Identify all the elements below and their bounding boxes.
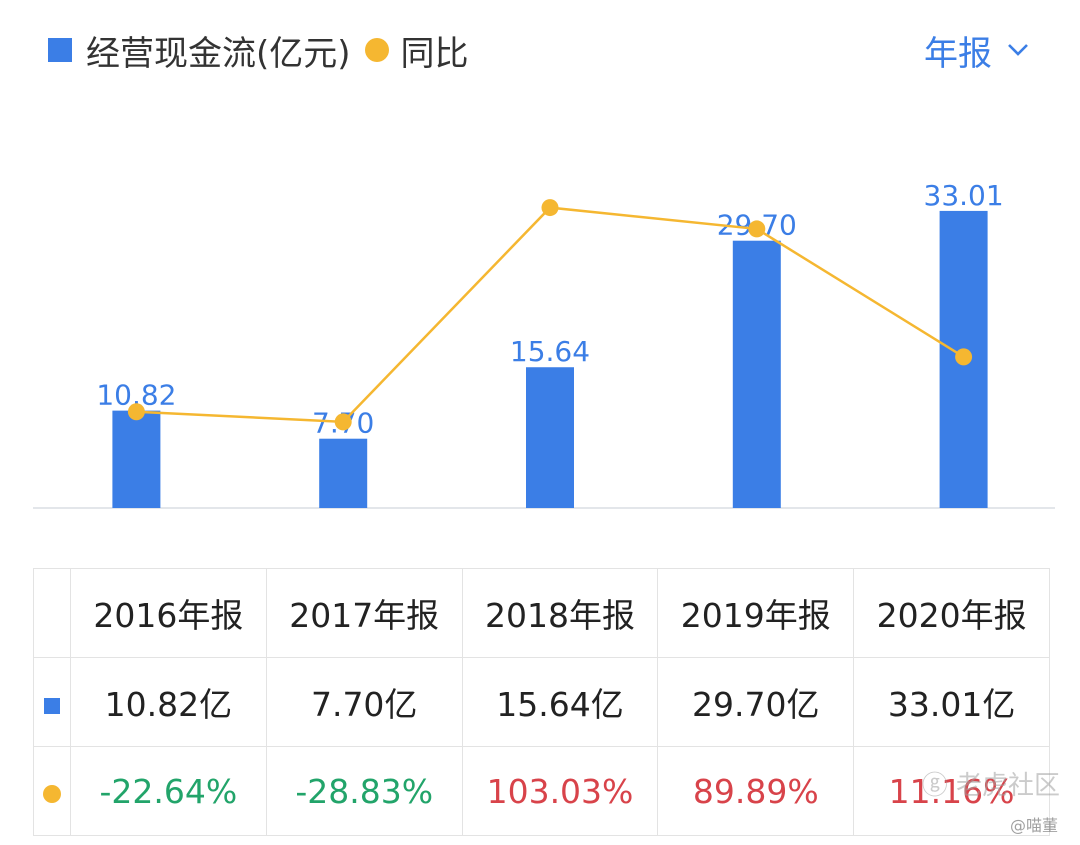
table-cell-yoy: -28.83% xyxy=(265,746,463,836)
yoy-point-2018年报 xyxy=(541,199,559,217)
table-row-values: 10.82亿 7.70亿 15.64亿 29.70亿 33.01亿 xyxy=(33,657,1050,747)
yoy-point-2016年报 xyxy=(127,403,145,421)
watermark-author: @喵董 xyxy=(1009,816,1058,835)
row-marker-cell xyxy=(33,657,71,747)
cash-flow-chart: 10.827.7015.6429.7033.01 xyxy=(33,179,1055,509)
bar-2017年报 xyxy=(319,438,368,508)
table-header: 2020年报 xyxy=(853,568,1050,658)
legend-bar-swatch xyxy=(48,38,72,62)
table-cell-yoy: 103.03% xyxy=(461,746,659,836)
table-cell-yoy: 11.16% xyxy=(853,746,1050,836)
yoy-point-2020年报 xyxy=(955,348,973,366)
bar-value-label: 33.01 xyxy=(924,179,1004,212)
table-row-yoy: -22.64% -28.83% 103.03% 89.89% 11.16% xyxy=(33,746,1050,836)
table-header: 2017年报 xyxy=(265,568,463,658)
table-cell-value: 33.01亿 xyxy=(853,657,1050,747)
table-header: 2018年报 xyxy=(461,568,659,658)
bar-2019年报 xyxy=(732,240,781,508)
table-cell-value: 7.70亿 xyxy=(265,657,463,747)
table-corner-cell xyxy=(33,568,71,658)
bar-value-label: 15.64 xyxy=(510,335,590,368)
row-marker-cell xyxy=(33,746,71,836)
table-header-row: 2016年报 2017年报 2018年报 2019年报 2020年报 xyxy=(33,568,1050,658)
table-cell-value: 29.70亿 xyxy=(657,657,855,747)
chevron-down-icon xyxy=(1008,44,1028,56)
table-cell-yoy: -22.64% xyxy=(70,746,267,836)
bar-2016年报 xyxy=(112,410,161,508)
period-dropdown-label: 年报 xyxy=(924,33,992,74)
table-cell-yoy: 89.89% xyxy=(657,746,855,836)
yoy-point-2019年报 xyxy=(748,220,766,238)
watermark: ⓖ 老虎社区 xyxy=(921,771,1060,801)
table-cell-value: 10.82亿 xyxy=(70,657,267,747)
bar-2018年报 xyxy=(526,367,574,508)
line-series-marker-icon xyxy=(43,784,61,803)
table-header: 2019年报 xyxy=(657,568,855,658)
table-cell-value: 15.64亿 xyxy=(461,657,659,747)
legend-line-swatch xyxy=(364,38,389,62)
table-header: 2016年报 xyxy=(70,568,267,658)
legend-bar-label: 经营现金流(亿元) xyxy=(86,33,351,74)
period-dropdown[interactable]: 年报 xyxy=(924,28,1030,74)
legend-line-label: 同比 xyxy=(400,33,469,74)
chart-legend: 经营现金流(亿元) 同比 xyxy=(48,28,469,74)
yoy-point-2017年报 xyxy=(334,413,352,431)
bar-series-marker-icon xyxy=(44,697,60,714)
data-table: 2016年报 2017年报 2018年报 2019年报 2020年报 10.82… xyxy=(33,568,1050,836)
